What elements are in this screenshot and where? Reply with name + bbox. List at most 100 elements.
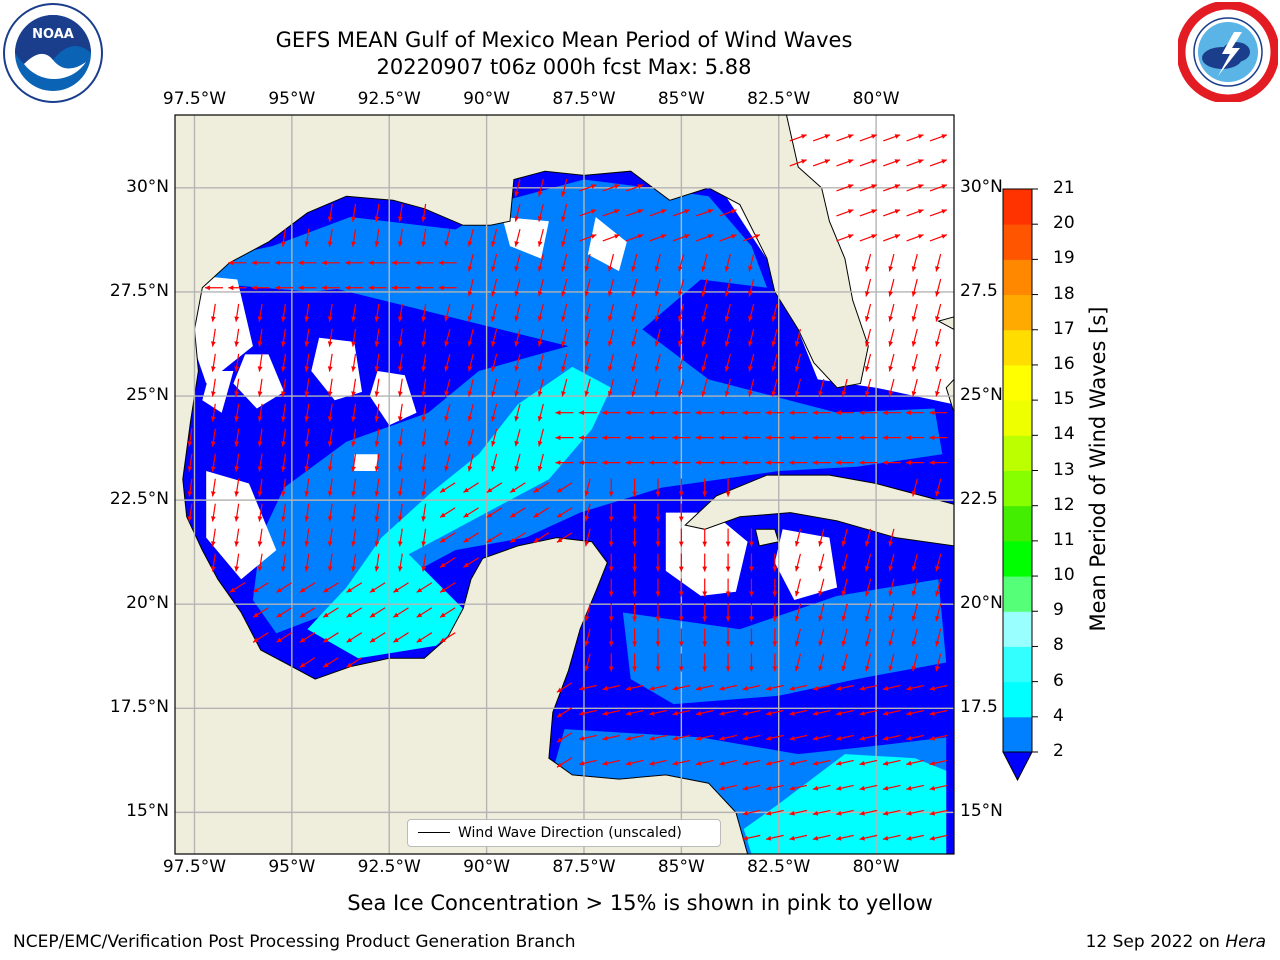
arrow-head [393, 612, 399, 618]
arrow-head [632, 641, 637, 647]
arrow-head [397, 491, 403, 497]
arrow-head [625, 460, 631, 465]
arrow-head [510, 487, 516, 493]
missing-data-patch [233, 354, 285, 409]
arrow-head [257, 341, 263, 347]
arrow-head [533, 512, 539, 518]
arrow-head [749, 591, 754, 597]
arrow-head [859, 736, 865, 741]
arrow-head [421, 391, 427, 397]
arrow-head [719, 460, 725, 465]
arrow-head [537, 216, 543, 222]
arrow-head [590, 209, 597, 214]
lon-label-bottom: 92.5°W [357, 857, 421, 877]
colorbar-tick-label: 18 [1053, 283, 1075, 304]
arrow-head [374, 316, 380, 322]
arrow-head [888, 665, 893, 672]
arrow-head [929, 460, 935, 465]
arrow-head [304, 391, 310, 397]
arrow-head [608, 591, 614, 597]
colorbar-extend-triangle [1002, 751, 1033, 782]
arrow-head [725, 591, 731, 597]
arrow-head [719, 711, 725, 716]
arrow-head [841, 640, 847, 647]
arrow-head [327, 516, 333, 522]
arrow-head [719, 410, 725, 416]
arrow-head [537, 391, 543, 397]
arrow-head [561, 216, 566, 222]
arrow-head [607, 266, 613, 272]
arrow-head [812, 410, 818, 416]
arrow-head [257, 491, 263, 497]
missing-data-patch [206, 471, 277, 580]
arrow-head [935, 366, 940, 372]
arrow-head [276, 612, 282, 618]
arrow-head [234, 366, 240, 372]
arrow-head [299, 662, 306, 668]
arrow-head [841, 565, 847, 572]
arrow-head [765, 435, 771, 441]
arrow-head [789, 785, 795, 791]
arrow-head [725, 491, 731, 497]
arrow-head [672, 736, 678, 741]
arrow-head [654, 366, 660, 372]
arrow-head [608, 516, 614, 522]
arrow-head [847, 209, 854, 214]
arrow-head [251, 260, 257, 266]
arrow-head [911, 316, 917, 322]
arrow-head [766, 760, 772, 766]
arrow-head [374, 441, 380, 447]
colorbar-segment [1003, 646, 1032, 683]
arrow-head [631, 291, 636, 297]
arrow-head [321, 260, 327, 266]
arrow-head [584, 490, 590, 497]
arrow-head [257, 416, 263, 422]
arrow-head [514, 266, 520, 272]
arrow-head [911, 391, 917, 397]
arrow-head [794, 665, 800, 672]
colorbar-tick-label: 21 [1053, 178, 1075, 198]
arrow-head [391, 260, 397, 266]
arrow-head [416, 587, 423, 593]
arrow-head [672, 460, 678, 465]
arrow-head [789, 736, 795, 741]
map-legend: Wind Wave Direction (unscaled) [407, 819, 721, 847]
arrow-head [228, 260, 234, 266]
arrow-head [801, 134, 807, 139]
colorbar-segment [1003, 189, 1032, 225]
arrow-head [537, 316, 543, 322]
arrow-head [397, 516, 403, 522]
arrow-head [655, 666, 661, 672]
arrow-head [801, 159, 807, 164]
arrow-head [929, 686, 935, 691]
arrow-head [911, 665, 917, 672]
arrow-head [742, 711, 749, 716]
arrow-head [701, 291, 707, 297]
arrow-head [253, 587, 259, 593]
arrow-head [678, 591, 684, 597]
arrow-head [351, 566, 356, 572]
arrow-head [491, 341, 496, 347]
arrow-head [602, 410, 608, 416]
arrow-head [251, 285, 257, 291]
arrow-head [882, 686, 889, 691]
arrow-head [327, 366, 333, 372]
colorbar-segment [1003, 364, 1032, 401]
arrow-head [346, 637, 353, 643]
colorbar-tick-label: 19 [1053, 248, 1075, 269]
arrow-head [257, 541, 263, 547]
arrow-head [440, 637, 446, 643]
lat-label-right: 27.5 [960, 280, 998, 301]
arrow-head [789, 760, 795, 766]
arrow-head [888, 341, 893, 347]
arrow-head [654, 391, 660, 397]
arrow-head [748, 341, 753, 347]
arrow-head [894, 184, 901, 189]
arrow-head [298, 260, 304, 266]
arrow-head [672, 410, 678, 416]
arrow-head [281, 366, 286, 372]
arrow-head [556, 687, 563, 693]
arrow-head [632, 616, 637, 622]
arrow-head [748, 266, 753, 272]
arrow-head [556, 712, 563, 718]
